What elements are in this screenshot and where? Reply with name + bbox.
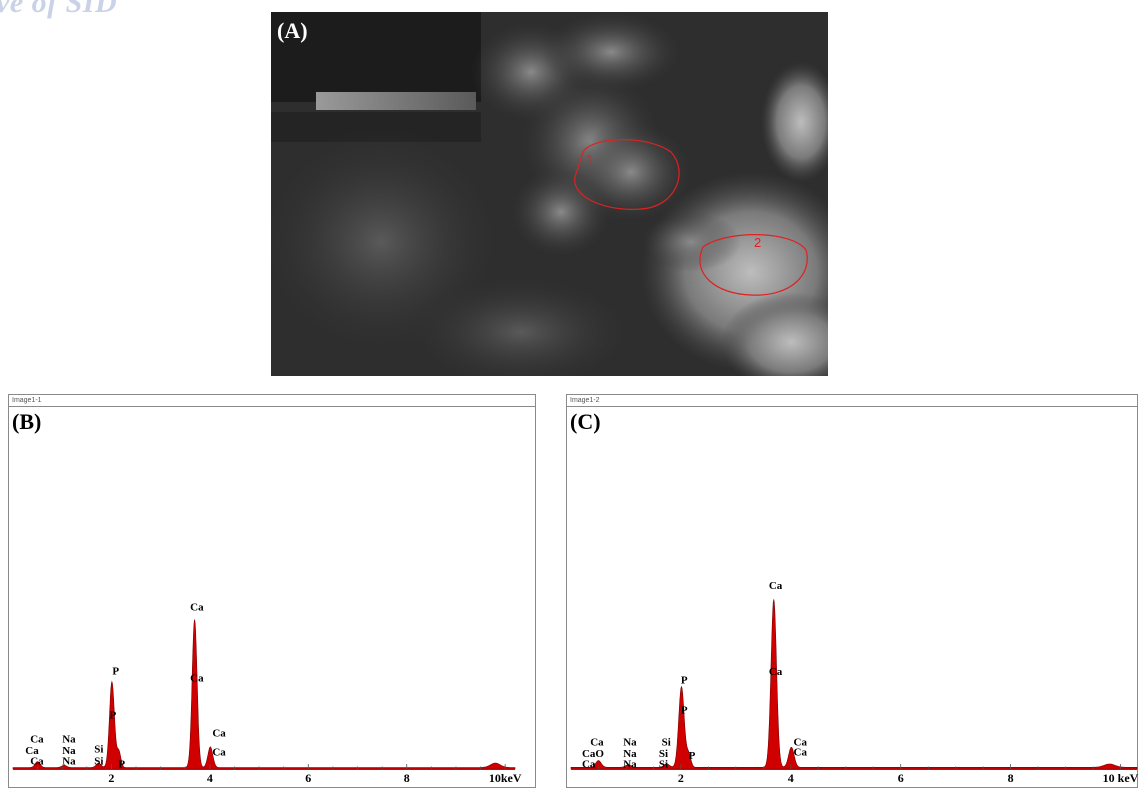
x-tick-label: 10 keV bbox=[1103, 771, 1139, 785]
region-1-label: 1 bbox=[586, 152, 593, 167]
peak-label: P bbox=[109, 710, 116, 722]
x-tick-label: 4 bbox=[207, 771, 213, 785]
x-tick-label: 4 bbox=[788, 771, 794, 785]
x-tick-label: 10keV bbox=[489, 771, 522, 785]
peak-label: Ca bbox=[794, 747, 808, 759]
peak-label: Na bbox=[62, 756, 76, 768]
spectrum-series bbox=[13, 620, 515, 770]
peak-label: P bbox=[689, 750, 696, 762]
peak-label: Si bbox=[662, 736, 671, 748]
peak-label: P bbox=[681, 674, 688, 686]
peak-label: Ca bbox=[769, 580, 783, 592]
peak-label: Ca bbox=[582, 758, 596, 770]
sem-micrograph: 1 2 (A) bbox=[271, 12, 828, 376]
peak-label: Si bbox=[94, 756, 103, 768]
peak-label: Ca bbox=[30, 733, 44, 745]
peak-label: Si bbox=[94, 744, 103, 756]
peak-label: Ca bbox=[190, 673, 204, 685]
x-tick-label: 8 bbox=[404, 771, 410, 785]
peak-label: P bbox=[118, 759, 125, 771]
peak-label: Ca bbox=[769, 666, 783, 678]
sem-image: 1 2 bbox=[271, 12, 828, 376]
peak-label: P bbox=[112, 665, 119, 677]
peak-label: Ca bbox=[190, 602, 204, 614]
peak-label: Na bbox=[62, 733, 76, 745]
x-tick-label: 2 bbox=[678, 771, 684, 785]
peak-label: Na bbox=[623, 736, 637, 748]
region-2-label: 2 bbox=[754, 235, 761, 250]
peak-label: Ca bbox=[212, 727, 226, 739]
x-tick-label: 6 bbox=[305, 771, 311, 785]
peak-label: Si bbox=[659, 758, 668, 770]
spectrum-series bbox=[571, 599, 1137, 769]
x-tick-label: 2 bbox=[108, 771, 114, 785]
watermark-text: ve of SID bbox=[0, 0, 117, 20]
panel-a-label: (A) bbox=[277, 18, 308, 44]
peak-label: Ca bbox=[30, 756, 44, 768]
x-tick-label: 8 bbox=[1008, 771, 1014, 785]
peak-label: Ca bbox=[212, 747, 226, 759]
peak-label: Ca bbox=[590, 736, 604, 748]
peak-label: P bbox=[681, 705, 688, 717]
x-tick-label: 6 bbox=[898, 771, 904, 785]
peak-label: Na bbox=[623, 758, 637, 770]
